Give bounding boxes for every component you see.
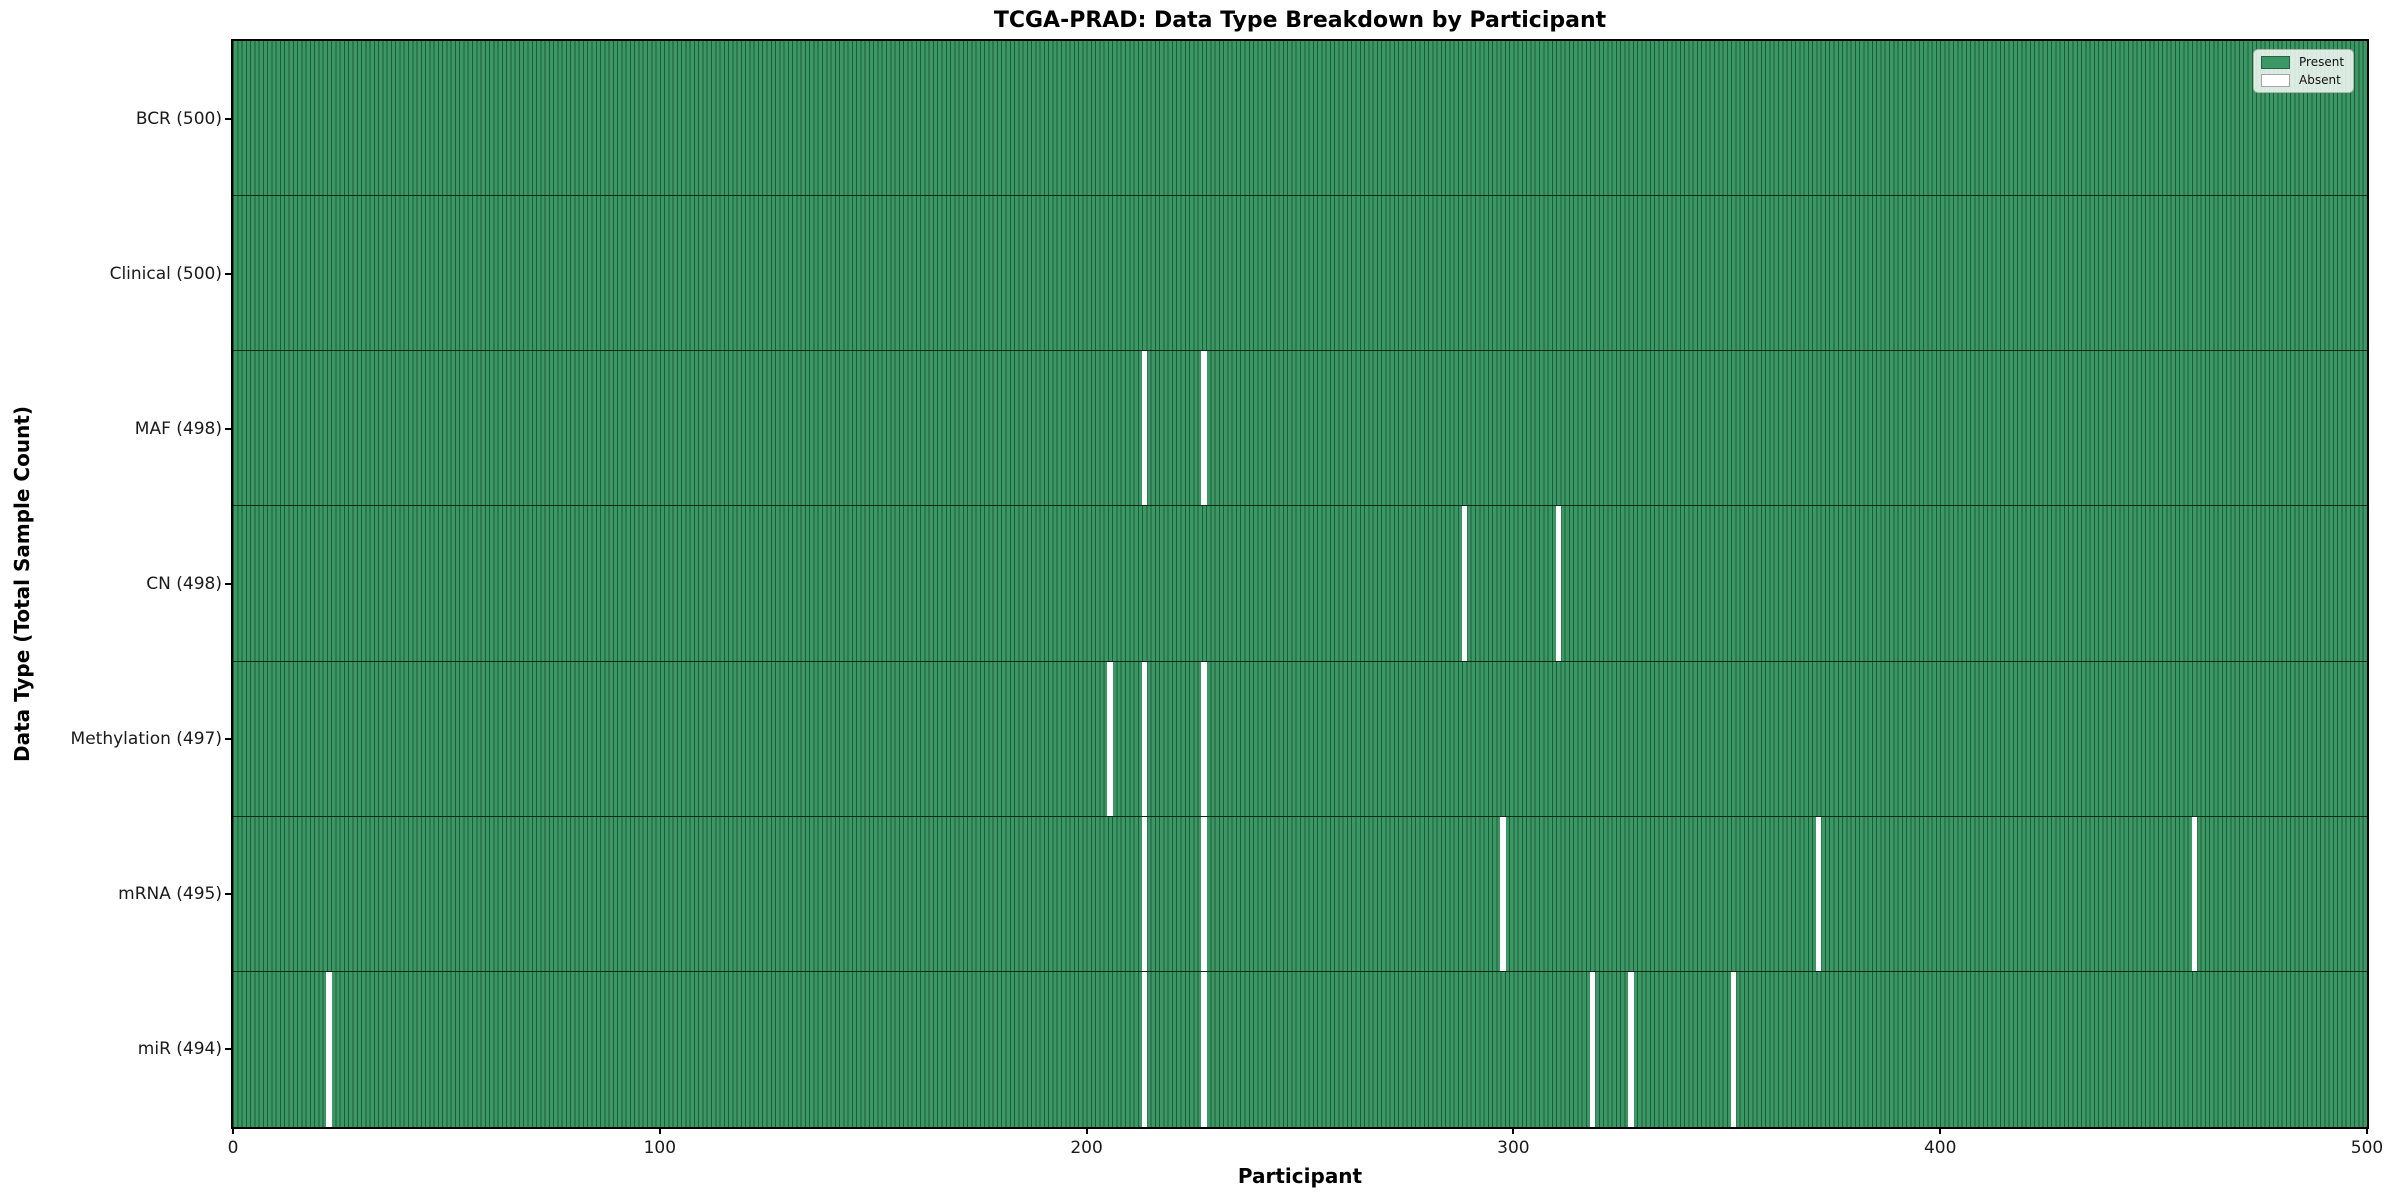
absent-gap-mRNA-227 — [1201, 816, 1207, 971]
ytick-label-CN: CN (498) — [146, 574, 222, 594]
absent-gap-CN-310 — [1555, 506, 1562, 661]
absent-gap-MAF-213 — [1141, 351, 1148, 506]
ytick-mark-mRNA — [225, 893, 233, 896]
absent-swatch — [2261, 73, 2290, 87]
xtick-label-0: 0 — [227, 1138, 239, 1158]
ytick-label-MAF: MAF (498) — [134, 418, 222, 439]
absent-gap-mRNA-371 — [1815, 816, 1822, 971]
absent-gap-miR-318 — [1589, 971, 1596, 1127]
absent-gap-miR-213 — [1141, 971, 1148, 1127]
absent-gap-miR-351 — [1730, 971, 1737, 1127]
absent-gap-MAF-227 — [1201, 351, 1207, 506]
ytick-label-miR: miR (494) — [137, 1039, 222, 1060]
legend-label-absent: Absent — [2299, 73, 2341, 87]
row-MAF — [233, 351, 2367, 507]
row-Methylation — [233, 661, 2367, 817]
row-miR — [233, 971, 2367, 1127]
ytick-label-Methylation: Methylation (497) — [70, 729, 222, 750]
ytick-mark-BCR — [225, 117, 233, 120]
absent-gap-miR-227 — [1201, 971, 1207, 1127]
xtick-label-400: 400 — [1923, 1138, 1957, 1158]
absent-gap-mRNA-459 — [2191, 816, 2197, 971]
xtick-label-200: 200 — [1070, 1138, 1103, 1158]
x-axis-label: Participant — [1237, 1164, 1363, 1188]
xtick-mark-300 — [1512, 1127, 1515, 1134]
legend: Present Absent — [2253, 49, 2355, 93]
xtick-mark-500 — [2366, 1127, 2368, 1134]
row-CN — [233, 506, 2367, 662]
absent-gap-miR-22 — [326, 971, 332, 1127]
xtick-mark-200 — [1085, 1127, 1088, 1134]
ytick-label-mRNA: mRNA (495) — [118, 884, 222, 905]
xtick-mark-0 — [232, 1127, 234, 1134]
absent-gap-CN-288 — [1461, 506, 1468, 661]
legend-label-present: Present — [2299, 55, 2345, 69]
absent-gap-Methylation-205 — [1107, 661, 1113, 816]
present-swatch — [2261, 55, 2290, 69]
row-BCR — [233, 41, 2367, 197]
absent-gap-miR-327 — [1628, 971, 1634, 1127]
legend-entry-present: Present — [2261, 55, 2344, 69]
row-Clinical — [233, 196, 2367, 352]
chart-title: TCGA-PRAD: Data Type Breakdown by Partic… — [993, 8, 1607, 33]
absent-gap-Methylation-213 — [1141, 661, 1148, 816]
ytick-mark-miR — [225, 1048, 233, 1051]
ytick-mark-MAF — [225, 427, 233, 430]
absent-gap-Methylation-227 — [1201, 661, 1207, 816]
ytick-mark-Methylation — [225, 738, 233, 741]
ytick-mark-Clinical — [225, 272, 233, 275]
xtick-label-100: 100 — [643, 1138, 677, 1158]
ytick-label-Clinical: Clinical (500) — [109, 263, 222, 284]
plot-area — [233, 41, 2367, 1127]
ytick-mark-CN — [225, 583, 233, 585]
ytick-label-BCR: BCR (500) — [135, 108, 222, 129]
absent-gap-mRNA-297 — [1500, 816, 1506, 971]
legend-entry-absent: Absent — [2261, 73, 2344, 87]
row-mRNA — [233, 816, 2367, 972]
xtick-mark-100 — [658, 1127, 661, 1134]
xtick-mark-400 — [1939, 1127, 1942, 1134]
absent-gap-mRNA-213 — [1141, 816, 1148, 971]
xtick-label-500: 500 — [2350, 1138, 2384, 1158]
xtick-label-300: 300 — [1497, 1138, 1530, 1158]
